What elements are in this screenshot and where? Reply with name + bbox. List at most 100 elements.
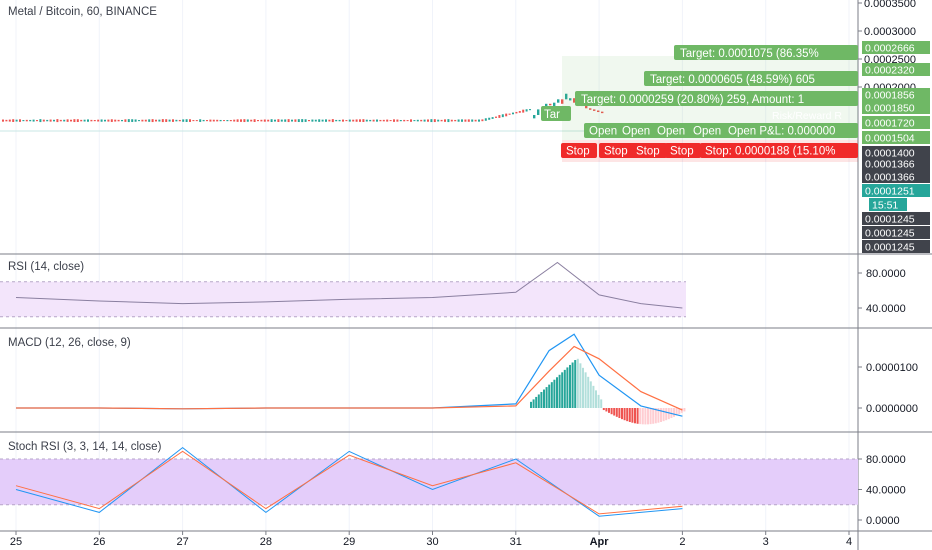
price-candle (573, 98, 576, 103)
open-pnl-label-bg (723, 123, 858, 138)
price-candle (529, 109, 531, 111)
price-candle (352, 119, 355, 122)
price-axis-label: 0.0001366 (865, 172, 915, 184)
stop-label: Stop (604, 146, 628, 158)
target-label-bg (674, 45, 858, 60)
price-candle (553, 102, 556, 107)
price-axis-label-bg (862, 170, 930, 183)
price-candle (114, 119, 117, 122)
macd-histogram-bar (634, 408, 636, 424)
macd-histogram-bar (639, 408, 642, 425)
price-candle (32, 119, 35, 122)
price-candle (29, 119, 32, 122)
price-candle (270, 119, 273, 123)
macd-signal-line (16, 345, 683, 411)
price-candle (56, 119, 59, 123)
price-axis-label-bg (869, 198, 907, 211)
macd-histogram-bar (535, 396, 538, 408)
price-candle (76, 119, 79, 122)
stop-label-bg (599, 143, 635, 158)
macd-histogram-bar (597, 394, 600, 408)
price-candle (450, 119, 453, 122)
price-axis-label: 0.0001245 (865, 214, 915, 226)
time-axis-tick-label: Apr (590, 536, 610, 548)
price-candle (287, 119, 290, 123)
price-candle (379, 119, 382, 122)
price-candle (593, 109, 596, 111)
stop-label: Stop (636, 146, 660, 158)
price-candle (359, 119, 361, 122)
price-candle (236, 119, 239, 122)
price-candle (199, 119, 202, 122)
rsi-line (15, 261, 683, 309)
price-candle (537, 109, 540, 115)
price-candle (396, 119, 399, 122)
price-candle (525, 109, 528, 112)
price-candle (427, 119, 429, 122)
price-axis-label: 0.0001245 (865, 228, 915, 240)
price-candle (416, 119, 419, 122)
price-axis-label: 0.0001400 (865, 148, 915, 160)
macd-histogram-bar (654, 408, 657, 424)
price-candle (15, 119, 18, 122)
macd-histogram-bar (566, 367, 569, 408)
price-candle (488, 117, 491, 120)
price-candle (165, 119, 168, 122)
price-candle (36, 120, 38, 122)
price-candle (110, 119, 113, 122)
price-candle (464, 119, 467, 122)
stoch-rsi-axis-tick-label: 80.0000 (866, 454, 906, 466)
price-axis-label: 0.0001720 (865, 118, 915, 130)
target-label-bg (541, 106, 571, 121)
macd-histogram-bar (623, 408, 626, 421)
macd-histogram-bar (563, 369, 566, 408)
price-candle (597, 110, 600, 113)
price-candle (515, 111, 518, 114)
price-candle (304, 119, 307, 122)
price-candle (325, 119, 327, 122)
price-candle (260, 119, 263, 122)
price-candle (59, 119, 62, 122)
macd-histogram (530, 358, 686, 425)
open-pnl-label: Open (693, 126, 721, 138)
price-candle (433, 119, 436, 123)
macd-histogram-bar (621, 408, 623, 420)
price-candle (2, 119, 4, 122)
price-candle (124, 119, 127, 122)
price-candle (80, 119, 83, 122)
price-candle (39, 119, 42, 123)
price-candle (257, 120, 259, 122)
macd-histogram-bar (550, 382, 553, 408)
stop-label: Stop: 0.0000188 (15.10% (705, 146, 835, 158)
macd-histogram-bar (532, 399, 535, 408)
price-candle (301, 119, 304, 123)
price-candle (467, 119, 470, 122)
target-label-truncated: Tar (544, 109, 560, 121)
macd-histogram-bar (595, 390, 597, 408)
price-axis-label: 15:51 (872, 200, 898, 212)
price-candle (457, 119, 460, 122)
macd-histogram-bar (574, 360, 577, 408)
time-axis-tick-label: 2 (679, 536, 685, 548)
price-candle (277, 119, 280, 122)
price-candle (121, 119, 123, 122)
price-candle (318, 119, 321, 122)
open-pnl-label: Open (657, 126, 685, 138)
stop-label-bg (631, 143, 667, 158)
price-candle (308, 120, 310, 122)
price-candle (386, 119, 389, 122)
price-axis-label: 0.0001856 (865, 90, 915, 102)
price-candle (437, 119, 440, 122)
price-candle (505, 113, 508, 117)
price-candle (444, 119, 446, 122)
price-candle (223, 120, 225, 122)
price-candle (12, 119, 15, 122)
price-candle (148, 119, 151, 122)
price-candle (403, 119, 406, 122)
macd-histogram-bar (582, 367, 584, 408)
price-candle (263, 119, 266, 122)
price-candle (399, 119, 402, 122)
price-candle (66, 119, 69, 122)
price-candle (365, 119, 368, 122)
